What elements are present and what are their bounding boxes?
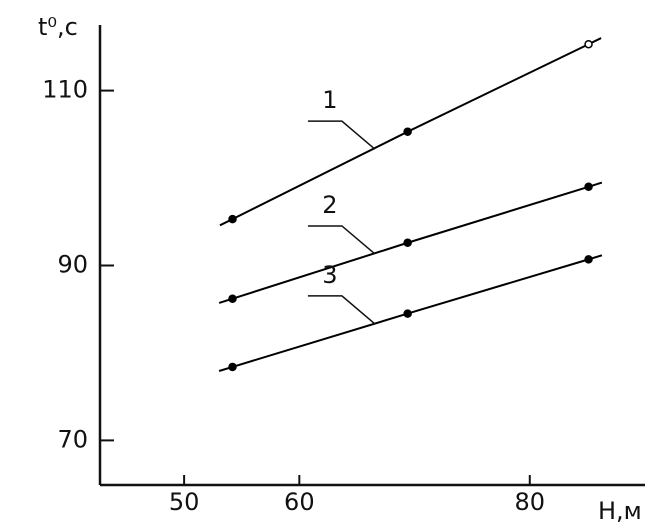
y-tick-label: 70 [57,425,88,453]
series-label: 1 [322,86,337,114]
point [403,238,412,248]
point [228,214,237,224]
y-tick-label: 110 [42,76,88,104]
series-label: 3 [322,261,337,289]
series-label: 2 [322,191,337,219]
x-axis-label: H,м [598,497,642,525]
point [584,182,593,192]
point [584,39,593,49]
leader-line [307,225,376,255]
leader-line [307,295,376,325]
point [403,309,412,318]
y-tick-label: 90 [57,250,88,278]
point [584,255,593,264]
point [403,127,412,136]
leader-line [307,120,376,150]
x-tick-label: 60 [284,488,315,516]
point [228,294,237,303]
point [228,362,237,372]
y-axis-label: t⁰,c [38,13,78,41]
x-tick-label: 80 [515,488,546,516]
x-tick-label: 50 [169,488,200,516]
